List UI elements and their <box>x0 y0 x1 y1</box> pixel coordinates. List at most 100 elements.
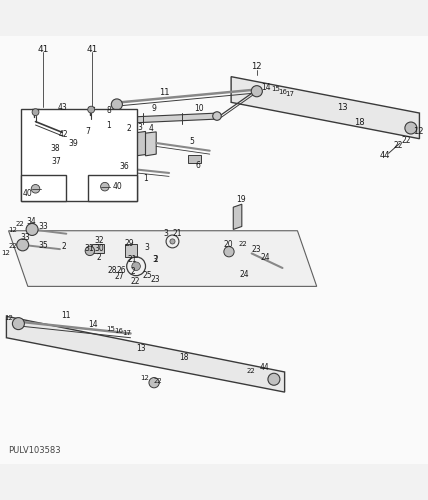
Circle shape <box>17 239 29 251</box>
Text: 6: 6 <box>195 161 200 170</box>
Text: 17: 17 <box>285 91 294 97</box>
Text: 33: 33 <box>39 222 48 231</box>
Circle shape <box>268 374 280 385</box>
Text: 23: 23 <box>252 244 262 254</box>
Text: 22: 22 <box>15 222 24 228</box>
Circle shape <box>32 109 39 116</box>
Circle shape <box>101 182 109 191</box>
Text: 11: 11 <box>160 88 170 97</box>
Text: 21: 21 <box>173 229 182 238</box>
Polygon shape <box>79 136 101 158</box>
Text: 40: 40 <box>113 182 122 191</box>
Text: 35: 35 <box>38 241 48 250</box>
Circle shape <box>31 184 40 193</box>
Text: 4: 4 <box>149 124 154 133</box>
Text: PULV103583: PULV103583 <box>9 446 61 454</box>
Text: 21: 21 <box>127 255 137 264</box>
Text: 18: 18 <box>179 354 189 362</box>
Circle shape <box>85 246 95 256</box>
Text: 22: 22 <box>239 242 247 248</box>
Text: 12: 12 <box>9 228 17 234</box>
Text: 12: 12 <box>2 250 10 256</box>
Circle shape <box>224 246 234 257</box>
Text: 15: 15 <box>272 86 280 92</box>
Text: 30: 30 <box>95 244 104 253</box>
Text: 16: 16 <box>278 88 287 94</box>
Text: 12: 12 <box>4 314 13 320</box>
Polygon shape <box>124 132 133 156</box>
Text: 14: 14 <box>89 320 98 329</box>
Text: 12: 12 <box>140 376 149 382</box>
Text: 13: 13 <box>137 344 146 353</box>
Text: 38: 38 <box>50 144 59 153</box>
Circle shape <box>101 116 111 126</box>
Circle shape <box>60 156 67 164</box>
Text: 3: 3 <box>137 123 142 132</box>
Text: 44: 44 <box>259 363 269 372</box>
Circle shape <box>132 262 140 270</box>
Text: 22: 22 <box>402 136 411 144</box>
Text: 20: 20 <box>223 240 233 249</box>
Text: 27: 27 <box>115 272 124 281</box>
Polygon shape <box>231 76 419 138</box>
Circle shape <box>170 239 175 244</box>
Text: 34: 34 <box>26 217 36 226</box>
Text: 2: 2 <box>62 242 67 251</box>
Text: 29: 29 <box>125 238 134 248</box>
Text: 2: 2 <box>130 267 135 276</box>
Text: 22: 22 <box>247 368 256 374</box>
Polygon shape <box>146 132 156 156</box>
Text: 17: 17 <box>122 330 131 336</box>
Text: 2: 2 <box>126 124 131 133</box>
Polygon shape <box>133 132 146 156</box>
Text: 15: 15 <box>106 326 115 332</box>
Text: 22: 22 <box>9 242 17 248</box>
Text: 19: 19 <box>236 196 245 204</box>
Text: 8: 8 <box>107 106 112 115</box>
Text: 1: 1 <box>143 174 148 182</box>
Text: 3: 3 <box>144 244 149 252</box>
Bar <box>92 244 104 253</box>
Circle shape <box>63 149 70 156</box>
Text: 24: 24 <box>261 253 270 262</box>
Bar <box>125 244 137 258</box>
Text: 18: 18 <box>354 118 365 128</box>
Text: 3: 3 <box>163 229 169 238</box>
Text: 12: 12 <box>252 62 262 72</box>
Text: 32: 32 <box>95 236 104 245</box>
Circle shape <box>111 99 122 110</box>
Text: 22: 22 <box>154 378 163 384</box>
Text: 33: 33 <box>21 232 30 241</box>
Text: 9: 9 <box>152 104 157 113</box>
Circle shape <box>149 378 159 388</box>
Text: 13: 13 <box>337 104 348 112</box>
Text: 16: 16 <box>114 328 123 334</box>
Text: 41: 41 <box>86 45 98 54</box>
Text: 24: 24 <box>239 270 249 280</box>
Text: 37: 37 <box>52 158 61 166</box>
Circle shape <box>12 318 24 330</box>
Text: 23: 23 <box>151 276 160 284</box>
Text: 22: 22 <box>130 276 140 285</box>
Polygon shape <box>9 230 317 286</box>
Text: 25: 25 <box>143 271 152 280</box>
Circle shape <box>251 86 262 97</box>
Circle shape <box>88 106 95 113</box>
Text: 7: 7 <box>85 126 90 136</box>
Text: 42: 42 <box>59 130 68 139</box>
Text: 1: 1 <box>106 122 111 130</box>
Text: 22: 22 <box>393 142 403 150</box>
Text: 11: 11 <box>62 310 71 320</box>
Text: 43: 43 <box>57 104 67 112</box>
Text: 44: 44 <box>380 152 390 160</box>
Text: 5: 5 <box>189 137 194 146</box>
Text: 10: 10 <box>194 104 204 113</box>
Bar <box>188 156 201 163</box>
Bar <box>88 175 137 201</box>
Text: 36: 36 <box>119 162 129 172</box>
Text: 31: 31 <box>84 244 94 253</box>
Text: 39: 39 <box>69 140 78 148</box>
Polygon shape <box>6 316 285 392</box>
Text: 40: 40 <box>23 188 33 198</box>
Circle shape <box>213 112 221 120</box>
